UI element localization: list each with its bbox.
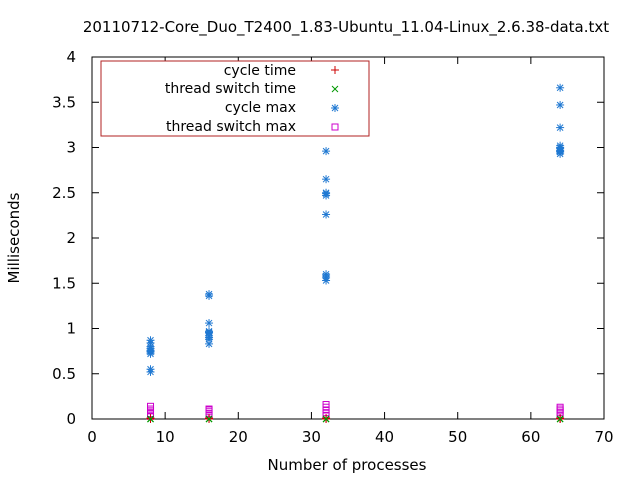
x-tick-label: 60 (521, 428, 540, 446)
data-point-cross (147, 415, 154, 423)
legend-marker-plus (331, 66, 339, 74)
data-point-star (205, 319, 214, 328)
x-tick-label: 10 (156, 428, 175, 446)
legend-marker-cross (331, 85, 339, 93)
data-point-star (322, 272, 331, 281)
legend-box (100, 60, 370, 137)
x-tick-label: 50 (448, 428, 467, 446)
y-tick-label: 2.5 (52, 184, 76, 202)
y-tick-label: 0.5 (52, 365, 76, 383)
data-point-star (556, 123, 565, 132)
data-point-star (556, 148, 565, 157)
data-point-square (205, 405, 213, 413)
data-point-cross (556, 415, 564, 423)
data-point-plus (146, 414, 155, 423)
data-point-square (556, 407, 564, 415)
y-tick-label: 1.5 (52, 274, 76, 292)
data-point-star (322, 147, 331, 156)
data-points (146, 83, 565, 423)
x-tick-label: 40 (375, 428, 394, 446)
data-point-star (146, 336, 155, 345)
data-point-plus (205, 414, 214, 423)
data-point-square (147, 402, 155, 410)
y-tick-label: 3 (66, 139, 76, 157)
data-point-star (205, 328, 214, 337)
x-tick-label: 70 (594, 428, 613, 446)
axis-ticks: 0 10 20 30 40 50 60 70 0 0.5 1 1.5 2 2.5 3 3.5 4 (52, 48, 613, 446)
data-point-star (205, 290, 214, 299)
y-tick-label: 1 (66, 320, 76, 338)
y-axis-label: Milliseconds (5, 192, 23, 283)
data-point-star (146, 348, 155, 357)
data-point-star (146, 365, 155, 374)
y-tick-label: 3.5 (52, 93, 76, 111)
legend-markers (331, 66, 339, 131)
x-axis-label: Number of processes (268, 456, 427, 474)
data-point-star (556, 83, 565, 92)
data-point-star (322, 210, 331, 219)
data-point-square (556, 403, 564, 411)
y-tick-label: 4 (66, 48, 76, 66)
data-point-star (556, 100, 565, 109)
data-point-star (205, 333, 214, 342)
y-tick-label: 0 (66, 410, 76, 428)
data-point-square (322, 401, 330, 409)
y-tick-label: 2 (66, 229, 76, 247)
legend-label-thread-switch-time: thread switch time (165, 81, 296, 97)
x-tick-label: 20 (229, 428, 248, 446)
data-point-plus (556, 414, 565, 423)
data-point-plus (322, 414, 331, 423)
chart-title: 20110712-Core_Duo_T2400_1.83-Ubuntu_11.0… (83, 18, 609, 37)
data-point-cross (205, 415, 213, 423)
legend-marker-square (331, 123, 339, 131)
x-tick-label: 0 (87, 428, 97, 446)
legend-label-cycle-time: cycle time (224, 63, 296, 79)
data-point-star (322, 189, 331, 198)
data-point-cross (322, 415, 330, 423)
legend: cycle time thread switch time cycle max … (100, 60, 370, 137)
data-point-square (556, 405, 564, 413)
legend-marker-star (331, 104, 339, 112)
legend-label-cycle-max: cycle max (225, 100, 296, 116)
plot-area-border (91, 56, 605, 420)
x-tick-label: 30 (302, 428, 321, 446)
legend-label-thread-switch-max: thread switch max (166, 119, 296, 135)
data-point-star (322, 175, 331, 184)
